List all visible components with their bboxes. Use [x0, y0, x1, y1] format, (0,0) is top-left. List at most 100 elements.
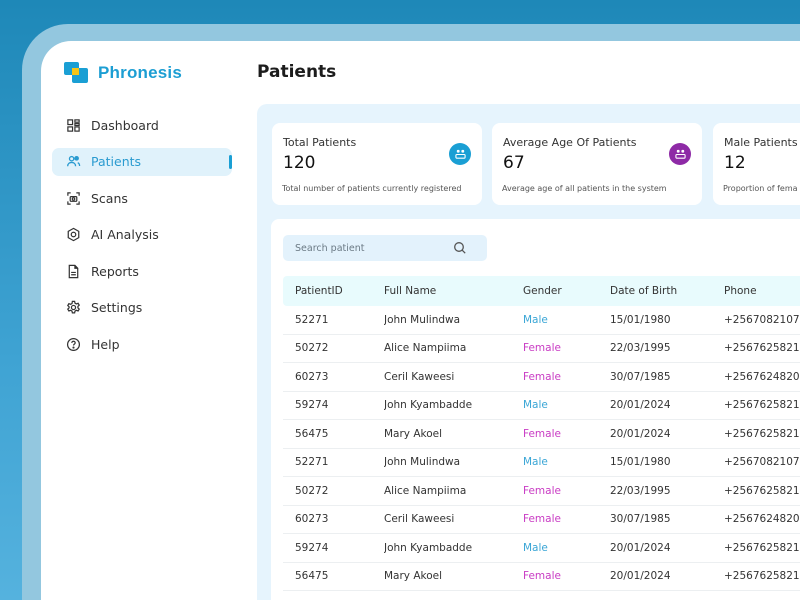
ai-chip-icon: [66, 227, 81, 242]
full-name: Mary Akoel: [384, 427, 443, 440]
sidebar-item-dashboard[interactable]: Dashboard: [52, 111, 232, 139]
full-name: John Mulindwa: [384, 313, 461, 326]
stat-value: 67: [503, 153, 525, 173]
date-of-birth: 20/01/2024: [610, 399, 671, 412]
sidebar-nav: Dashboard Patients Scans AI Analysis: [52, 111, 232, 367]
dashboard-grid-icon: [66, 118, 81, 133]
column-header-phone[interactable]: Phone: [724, 285, 757, 297]
page-title: Patients: [257, 62, 337, 82]
app-name: Phronesis: [98, 63, 182, 82]
full-name: Ceril Kaweesi: [384, 513, 455, 526]
stat-title: Male Patients: [724, 136, 798, 149]
column-header-full-name[interactable]: Full Name: [384, 285, 437, 297]
stat-title: Total Patients: [283, 136, 357, 149]
sidebar-item-reports[interactable]: Reports: [52, 257, 232, 285]
phone: +2567625821: [724, 541, 800, 554]
table-row[interactable]: 59274 John Kyambadde Male 20/01/2024 +25…: [283, 392, 800, 420]
sidebar-item-scans[interactable]: Scans: [52, 184, 232, 212]
sidebar-item-ai-analysis[interactable]: AI Analysis: [52, 221, 232, 249]
stat-card-total-patients: Total Patients 120 Total number of patie…: [272, 123, 482, 205]
patients-icon: [449, 143, 471, 165]
search-icon[interactable]: [453, 241, 467, 255]
sidebar-item-settings[interactable]: Settings: [52, 294, 232, 322]
phone: +2567624820: [724, 513, 800, 526]
logo[interactable]: Phronesis: [64, 62, 182, 84]
gender: Male: [523, 456, 548, 469]
full-name: Ceril Kaweesi: [384, 370, 455, 383]
gender: Female: [523, 427, 561, 440]
logo-icon: [64, 62, 88, 84]
users-icon: [66, 154, 81, 169]
sidebar-item-label: Patients: [91, 154, 142, 169]
document-icon: [66, 264, 81, 279]
phone: +2567624820: [724, 370, 800, 383]
date-of-birth: 20/01/2024: [610, 541, 671, 554]
sidebar: Phronesis Dashboard Patients Scans: [41, 41, 241, 600]
scan-camera-icon: [66, 191, 81, 206]
date-of-birth: 22/03/1995: [610, 342, 671, 355]
patients-age-icon: [669, 143, 691, 165]
table-header: PatientID Full Name Gender Date of Birth…: [283, 276, 800, 306]
stat-title: Average Age Of Patients: [503, 136, 637, 149]
patient-id: 59274: [295, 399, 329, 412]
gender: Female: [523, 513, 561, 526]
patient-id: 56475: [295, 427, 329, 440]
app-window: Phronesis Dashboard Patients Scans: [41, 41, 800, 600]
full-name: John Kyambadde: [384, 541, 473, 554]
gear-icon: [66, 300, 81, 315]
table-row[interactable]: 50272 Alice Nampiima Female 22/03/1995 +…: [283, 335, 800, 363]
sidebar-item-patients[interactable]: Patients: [52, 147, 232, 176]
stat-description: Total number of patients currently regis…: [282, 184, 462, 193]
stat-card-male-patients: Male Patients 12 Proportion of fema: [713, 123, 800, 205]
stat-value: 120: [283, 153, 316, 173]
gender: Male: [523, 399, 548, 412]
full-name: John Mulindwa: [384, 456, 461, 469]
patients-table: PatientID Full Name Gender Date of Birth…: [283, 276, 800, 591]
date-of-birth: 30/07/1985: [610, 513, 671, 526]
stat-description: Average age of all patients in the syste…: [502, 184, 667, 193]
gender: Female: [523, 570, 561, 583]
table-row[interactable]: 52271 John Mulindwa Male 15/01/1980 +256…: [283, 306, 800, 335]
date-of-birth: 20/01/2024: [610, 427, 671, 440]
phone: +2567082107: [724, 456, 800, 469]
table-row[interactable]: 56475 Mary Akoel Female 20/01/2024 +2567…: [283, 420, 800, 449]
patient-id: 50272: [295, 342, 329, 355]
date-of-birth: 20/01/2024: [610, 570, 671, 583]
column-header-date-of-birth[interactable]: Date of Birth: [610, 285, 678, 297]
table-row[interactable]: 60273 Ceril Kaweesi Female 30/07/1985 +2…: [283, 363, 800, 392]
main-content: Total Patients 120 Total number of patie…: [257, 104, 800, 600]
patient-id: 56475: [295, 570, 329, 583]
phone: +2567625821: [724, 342, 800, 355]
table-row[interactable]: 56475 Mary Akoel Female 20/01/2024 +2567…: [283, 563, 800, 591]
help-circle-icon: [66, 337, 81, 352]
stat-value: 12: [724, 153, 746, 173]
phone: +2567625821: [724, 399, 800, 412]
phone: +2567625821: [724, 484, 800, 497]
patient-id: 52271: [295, 456, 329, 469]
search-input[interactable]: [295, 242, 445, 254]
sidebar-item-help[interactable]: Help: [52, 330, 232, 358]
gender: Male: [523, 313, 548, 326]
full-name: Mary Akoel: [384, 570, 443, 583]
sidebar-item-label: Dashboard: [91, 117, 159, 133]
date-of-birth: 15/01/1980: [610, 456, 671, 469]
table-row[interactable]: 59274 John Kyambadde Male 20/01/2024 +25…: [283, 534, 800, 563]
stat-card-average-age: Average Age Of Patients 67 Average age o…: [492, 123, 702, 205]
full-name: John Kyambadde: [384, 399, 473, 412]
table-row[interactable]: 52271 John Mulindwa Male 15/01/1980 +256…: [283, 449, 800, 477]
gender: Female: [523, 342, 561, 355]
gender: Male: [523, 541, 548, 554]
table-row[interactable]: 60273 Ceril Kaweesi Female 30/07/1985 +2…: [283, 506, 800, 534]
patient-id: 59274: [295, 541, 329, 554]
patient-id: 50272: [295, 484, 329, 497]
column-header-gender[interactable]: Gender: [523, 285, 562, 297]
phone: +2567082107: [724, 313, 800, 326]
table-row[interactable]: 50272 Alice Nampiima Female 22/03/1995 +…: [283, 477, 800, 506]
column-header-patient-id[interactable]: PatientID: [295, 285, 343, 297]
gender: Female: [523, 484, 561, 497]
patient-id: 60273: [295, 370, 329, 383]
search-box[interactable]: [283, 235, 487, 261]
sidebar-item-label: Reports: [91, 263, 139, 279]
full-name: Alice Nampiima: [384, 484, 467, 497]
patients-panel: PatientID Full Name Gender Date of Birth…: [271, 219, 800, 600]
